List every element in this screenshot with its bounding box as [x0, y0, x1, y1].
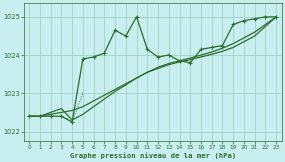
X-axis label: Graphe pression niveau de la mer (hPa): Graphe pression niveau de la mer (hPa) [70, 152, 236, 159]
